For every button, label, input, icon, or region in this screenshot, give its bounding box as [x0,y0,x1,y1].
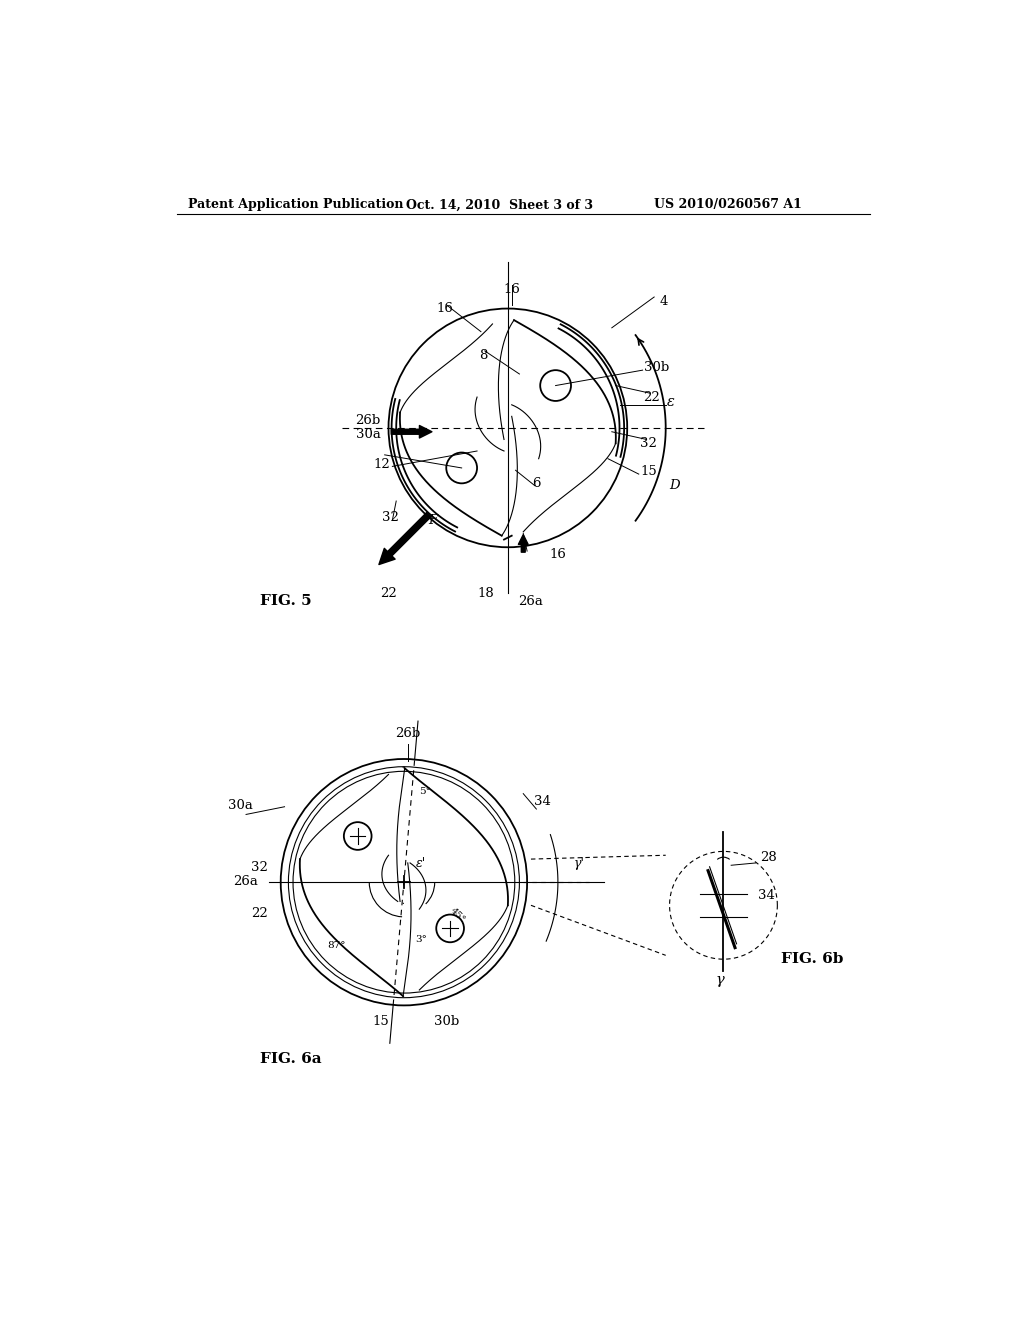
Text: 30b: 30b [644,362,670,375]
Text: 26a: 26a [518,594,544,607]
Text: 16: 16 [550,548,566,561]
Text: 8: 8 [479,348,487,362]
Text: 22: 22 [643,391,660,404]
Text: 5°: 5° [419,787,431,796]
Text: 45°: 45° [449,906,467,924]
Text: 32: 32 [640,437,656,450]
Text: 15: 15 [640,465,657,478]
Text: D: D [670,479,680,492]
Text: F: F [429,513,438,527]
Text: Oct. 14, 2010  Sheet 3 of 3: Oct. 14, 2010 Sheet 3 of 3 [407,198,593,211]
Text: 15: 15 [373,1015,389,1028]
Text: 34: 34 [535,795,551,808]
Text: γ': γ' [573,857,584,870]
Text: 34: 34 [758,890,775,902]
Text: 87°: 87° [327,941,345,949]
Text: 16: 16 [503,284,520,296]
Text: 22: 22 [251,907,267,920]
Text: FIG. 6b: FIG. 6b [781,952,844,966]
Text: 26b: 26b [355,413,381,426]
Text: 30a: 30a [356,428,381,441]
Text: Patent Application Publication: Patent Application Publication [188,198,403,211]
Text: 30a: 30a [228,799,253,812]
Text: ε: ε [668,396,675,409]
Text: 30b: 30b [433,1015,459,1028]
Text: 12: 12 [374,458,390,471]
Text: 4: 4 [660,294,669,308]
Text: 26b: 26b [395,727,421,741]
Text: 18: 18 [478,587,495,601]
Text: 26a: 26a [233,875,258,887]
Text: 32: 32 [251,861,267,874]
Text: FIG. 6a: FIG. 6a [260,1052,322,1067]
Text: 28: 28 [761,850,777,863]
Text: 16: 16 [436,302,454,315]
Text: γ: γ [715,973,724,987]
Text: US 2010/0260567 A1: US 2010/0260567 A1 [654,198,802,211]
Text: ε': ε' [416,857,426,870]
Text: 32: 32 [382,511,399,524]
Text: 6: 6 [532,477,541,490]
Text: FIG. 5: FIG. 5 [260,594,311,609]
Text: 3°: 3° [416,936,427,944]
Text: 22: 22 [380,587,397,601]
